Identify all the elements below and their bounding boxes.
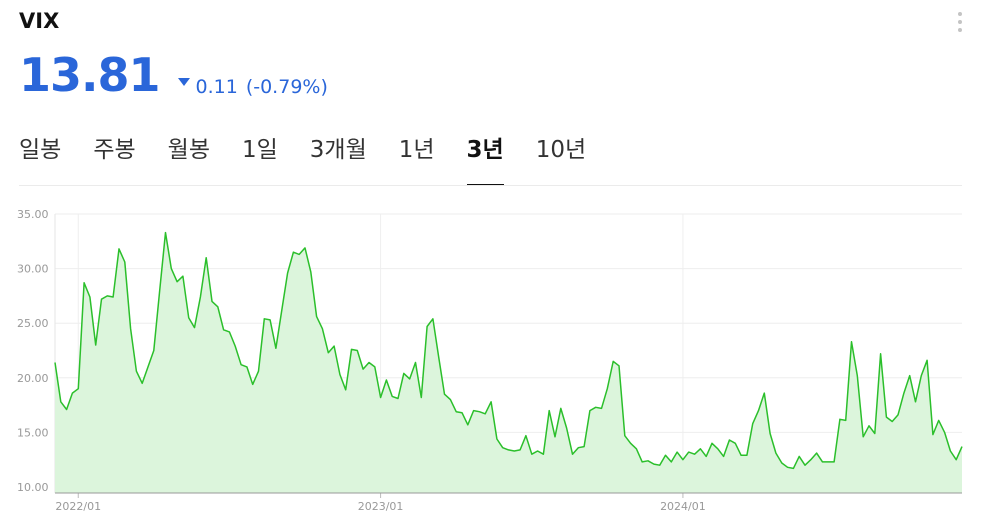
change-value: 0.11: [195, 76, 238, 98]
price-row: 13.81 0.11 (-0.79%): [19, 48, 328, 102]
x-tick-label: 2023/01: [358, 500, 404, 511]
more-options-icon[interactable]: [954, 12, 966, 36]
y-tick-label: 30.00: [17, 263, 49, 276]
series-line: [54, 231, 963, 470]
ticker-title: VIX: [19, 9, 60, 33]
tab-1day[interactable]: 1일: [241, 137, 278, 163]
tab-10year[interactable]: 10년: [535, 137, 587, 163]
tab-3month[interactable]: 3개월: [309, 137, 367, 163]
area-fill: [55, 232, 962, 493]
down-triangle-icon: [177, 78, 190, 86]
y-tick-label: 25.00: [17, 317, 49, 330]
y-tick-label: 10.00: [17, 481, 49, 494]
period-tabs: 일봉 주봉 월봉 1일 3개월 1년 3년 10년: [19, 130, 618, 186]
y-tick-label: 35.00: [17, 208, 49, 221]
tab-daily[interactable]: 일봉: [19, 137, 62, 163]
tabs-divider: [19, 185, 962, 186]
x-tick-label: 2022/01: [55, 500, 101, 511]
x-tick-label: 2024/01: [660, 500, 706, 511]
y-tick-label: 20.00: [17, 372, 49, 385]
current-price: 13.81: [19, 48, 161, 102]
change-percent: (-0.79%): [245, 76, 328, 98]
vix-area-chart[interactable]: 35.00 30.00 25.00 20.00 15.00 10.00 2022/01 202…: [0, 190, 990, 511]
tab-weekly[interactable]: 주봉: [93, 137, 136, 163]
price-change: 0.11 (-0.79%): [177, 76, 328, 98]
tab-3year[interactable]: 3년: [466, 130, 504, 186]
tab-1year[interactable]: 1년: [398, 137, 435, 163]
tab-monthly[interactable]: 월봉: [167, 137, 210, 163]
y-tick-label: 15.00: [17, 426, 49, 439]
